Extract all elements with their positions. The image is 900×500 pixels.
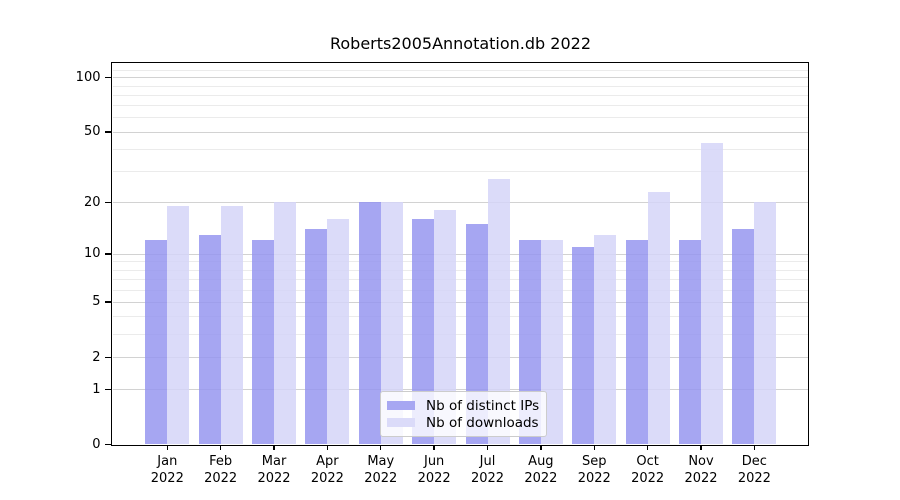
bar-downloads <box>434 210 457 445</box>
bar-downloads <box>647 191 670 445</box>
legend-label-distinct-ips: Nb of distinct IPs <box>426 397 540 414</box>
gridline-minor <box>112 279 808 281</box>
gridline-minor <box>112 261 808 263</box>
x-axis-tick-label: Jan 2022 <box>150 453 184 486</box>
gridline-major <box>112 389 808 391</box>
y-tick-mark <box>105 253 111 255</box>
x-tick-mark <box>326 444 329 450</box>
chart-title: Roberts2005Annotation.db 2022 <box>329 34 592 53</box>
x-axis-tick-label: Dec 2022 <box>737 453 771 486</box>
bar-distinct-ips <box>198 234 221 445</box>
legend: Nb of distinct IPs Nb of downloads <box>380 391 547 437</box>
bar-distinct-ips <box>252 240 275 445</box>
bar-downloads <box>220 206 243 445</box>
gridline-minor <box>112 117 808 119</box>
y-axis-tick-label: 2 <box>92 349 101 365</box>
legend-swatch-distinct-ips <box>387 401 415 410</box>
bar-distinct-ips <box>572 246 595 445</box>
gridline-minor <box>112 316 808 318</box>
bar-distinct-ips <box>465 223 488 445</box>
y-axis-tick-label: 100 <box>75 69 101 85</box>
x-axis-tick-label: May 2022 <box>364 453 398 486</box>
gridline-minor <box>112 269 808 271</box>
bar-downloads <box>701 143 723 445</box>
x-tick-mark <box>593 444 595 450</box>
gridline-major <box>112 77 808 79</box>
x-axis-tick-label: Oct 2022 <box>631 453 665 486</box>
x-axis-tick-label: Nov 2022 <box>684 453 718 486</box>
x-tick-mark <box>166 444 168 450</box>
bar-distinct-ips <box>625 240 648 445</box>
x-tick-mark <box>433 444 435 450</box>
y-axis-tick-label: 0 <box>92 437 101 452</box>
y-tick-mark <box>105 356 111 358</box>
bar-distinct-ips <box>145 240 168 445</box>
y-tick-mark <box>105 201 111 204</box>
y-tick-mark <box>105 301 111 303</box>
gridline-minor <box>112 69 808 71</box>
bar-downloads <box>380 202 403 445</box>
x-tick-mark <box>540 444 542 450</box>
bar-downloads <box>754 202 777 445</box>
gridline-minor <box>112 94 808 96</box>
legend-swatch-downloads <box>387 418 415 427</box>
gridline-major <box>112 301 808 303</box>
bar-distinct-ips <box>305 229 328 445</box>
gridline-minor <box>112 149 808 151</box>
bar-distinct-ips <box>412 219 435 445</box>
y-tick-mark <box>105 388 111 391</box>
x-axis-tick-label: Mar 2022 <box>257 453 291 486</box>
y-tick-mark <box>105 444 111 446</box>
x-tick-mark <box>273 444 275 450</box>
y-axis-tick-label: 1 <box>92 381 101 397</box>
x-axis-tick-label: Apr 2022 <box>310 453 344 486</box>
gridline-minor <box>112 289 808 291</box>
bar-downloads <box>167 206 190 445</box>
gridline-minor <box>112 171 808 173</box>
y-axis-tick-label: 20 <box>83 194 101 210</box>
bar-distinct-ips <box>358 202 381 445</box>
bar-distinct-ips <box>679 240 701 445</box>
bar-downloads <box>274 202 297 445</box>
bar-distinct-ips <box>732 229 755 445</box>
x-axis-tick-label: Feb 2022 <box>204 453 238 486</box>
x-tick-mark <box>486 444 489 450</box>
bar-downloads <box>327 219 350 445</box>
x-axis-tick-label: Jun 2022 <box>417 453 451 486</box>
gridline-major <box>112 253 808 255</box>
gridline-major <box>112 357 808 359</box>
legend-item-distinct-ips: Nb of distinct IPs <box>387 397 540 414</box>
x-tick-mark <box>700 444 702 450</box>
gridline-major <box>112 202 808 204</box>
gridline-minor <box>112 85 808 87</box>
x-tick-mark <box>753 444 756 450</box>
bar-downloads <box>594 234 617 445</box>
legend-label-downloads: Nb of downloads <box>426 414 539 431</box>
x-axis-tick-label: Jul 2022 <box>470 453 505 486</box>
y-axis-tick-label: 10 <box>83 246 101 262</box>
gridline-major <box>112 131 808 133</box>
y-axis-tick-label: 5 <box>92 294 101 310</box>
x-tick-mark <box>646 444 649 450</box>
gridline-minor <box>112 334 808 336</box>
gridline-minor <box>112 105 808 107</box>
x-tick-mark <box>380 444 382 450</box>
x-axis-tick-label: Aug 2022 <box>524 453 558 486</box>
legend-item-downloads: Nb of downloads <box>387 414 539 431</box>
y-tick-mark <box>105 76 111 79</box>
y-axis-tick-label: 50 <box>83 124 101 140</box>
x-axis-tick-label: Sep 2022 <box>577 453 611 486</box>
x-tick-mark <box>219 444 222 450</box>
y-tick-mark <box>105 131 111 133</box>
bar-downloads <box>487 179 510 445</box>
